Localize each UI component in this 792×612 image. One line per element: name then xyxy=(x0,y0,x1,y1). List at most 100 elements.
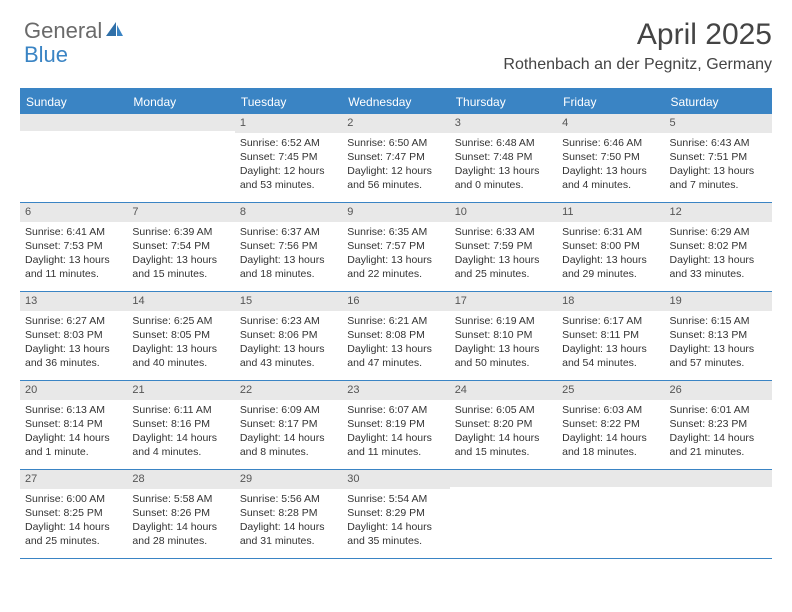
day-number: 5 xyxy=(665,114,772,133)
cell-body: Sunrise: 6:39 AMSunset: 7:54 PMDaylight:… xyxy=(127,222,234,288)
cell-body: Sunrise: 6:05 AMSunset: 8:20 PMDaylight:… xyxy=(450,400,557,466)
day-number: 6 xyxy=(20,203,127,222)
day-header: Monday xyxy=(127,90,234,114)
sunrise-line: Sunrise: 6:09 AM xyxy=(240,403,337,417)
day-number: 10 xyxy=(450,203,557,222)
cell-body: Sunrise: 6:43 AMSunset: 7:51 PMDaylight:… xyxy=(665,133,772,199)
day-number: 1 xyxy=(235,114,342,133)
cell-body: Sunrise: 6:50 AMSunset: 7:47 PMDaylight:… xyxy=(342,133,449,199)
sunset-line: Sunset: 8:28 PM xyxy=(240,506,337,520)
calendar-cell: 2Sunrise: 6:50 AMSunset: 7:47 PMDaylight… xyxy=(342,114,449,202)
calendar-cell: 5Sunrise: 6:43 AMSunset: 7:51 PMDaylight… xyxy=(665,114,772,202)
cell-body: Sunrise: 6:15 AMSunset: 8:13 PMDaylight:… xyxy=(665,311,772,377)
day-number: 14 xyxy=(127,292,234,311)
sunrise-line: Sunrise: 6:01 AM xyxy=(670,403,767,417)
cell-body: Sunrise: 6:52 AMSunset: 7:45 PMDaylight:… xyxy=(235,133,342,199)
sunset-line: Sunset: 7:50 PM xyxy=(562,150,659,164)
day-number: 16 xyxy=(342,292,449,311)
calendar-cell: 13Sunrise: 6:27 AMSunset: 8:03 PMDayligh… xyxy=(20,292,127,380)
sunrise-line: Sunrise: 6:52 AM xyxy=(240,136,337,150)
cell-body: Sunrise: 6:07 AMSunset: 8:19 PMDaylight:… xyxy=(342,400,449,466)
sunset-line: Sunset: 7:54 PM xyxy=(132,239,229,253)
cell-body: Sunrise: 6:46 AMSunset: 7:50 PMDaylight:… xyxy=(557,133,664,199)
day-number: 23 xyxy=(342,381,449,400)
daylight-line: Daylight: 13 hours and 4 minutes. xyxy=(562,164,659,192)
calendar-cell: 30Sunrise: 5:54 AMSunset: 8:29 PMDayligh… xyxy=(342,470,449,558)
sunset-line: Sunset: 8:19 PM xyxy=(347,417,444,431)
daylight-line: Daylight: 14 hours and 18 minutes. xyxy=(562,431,659,459)
logo-part2: Blue xyxy=(24,42,68,68)
sunset-line: Sunset: 8:14 PM xyxy=(25,417,122,431)
sunrise-line: Sunrise: 6:33 AM xyxy=(455,225,552,239)
sunset-line: Sunset: 8:16 PM xyxy=(132,417,229,431)
day-number: 4 xyxy=(557,114,664,133)
calendar-cell: 1Sunrise: 6:52 AMSunset: 7:45 PMDaylight… xyxy=(235,114,342,202)
cell-body: Sunrise: 6:33 AMSunset: 7:59 PMDaylight:… xyxy=(450,222,557,288)
cell-body: Sunrise: 6:23 AMSunset: 8:06 PMDaylight:… xyxy=(235,311,342,377)
cell-body: Sunrise: 6:01 AMSunset: 8:23 PMDaylight:… xyxy=(665,400,772,466)
sunset-line: Sunset: 8:05 PM xyxy=(132,328,229,342)
calendar-cell: 11Sunrise: 6:31 AMSunset: 8:00 PMDayligh… xyxy=(557,203,664,291)
week-row: 6Sunrise: 6:41 AMSunset: 7:53 PMDaylight… xyxy=(20,203,772,292)
daylight-line: Daylight: 14 hours and 28 minutes. xyxy=(132,520,229,548)
calendar-cell: 19Sunrise: 6:15 AMSunset: 8:13 PMDayligh… xyxy=(665,292,772,380)
sunset-line: Sunset: 8:29 PM xyxy=(347,506,444,520)
calendar-cell: 3Sunrise: 6:48 AMSunset: 7:48 PMDaylight… xyxy=(450,114,557,202)
cell-body: Sunrise: 5:58 AMSunset: 8:26 PMDaylight:… xyxy=(127,489,234,555)
sunrise-line: Sunrise: 6:27 AM xyxy=(25,314,122,328)
calendar-cell: 7Sunrise: 6:39 AMSunset: 7:54 PMDaylight… xyxy=(127,203,234,291)
day-number: 12 xyxy=(665,203,772,222)
sunrise-line: Sunrise: 6:41 AM xyxy=(25,225,122,239)
day-number: 8 xyxy=(235,203,342,222)
sunset-line: Sunset: 7:47 PM xyxy=(347,150,444,164)
day-number: 18 xyxy=(557,292,664,311)
calendar-cell: 25Sunrise: 6:03 AMSunset: 8:22 PMDayligh… xyxy=(557,381,664,469)
calendar-cell: 16Sunrise: 6:21 AMSunset: 8:08 PMDayligh… xyxy=(342,292,449,380)
week-row: 20Sunrise: 6:13 AMSunset: 8:14 PMDayligh… xyxy=(20,381,772,470)
week-row: 27Sunrise: 6:00 AMSunset: 8:25 PMDayligh… xyxy=(20,470,772,559)
calendar-cell xyxy=(450,470,557,558)
daylight-line: Daylight: 12 hours and 53 minutes. xyxy=(240,164,337,192)
sunrise-line: Sunrise: 6:46 AM xyxy=(562,136,659,150)
cell-body: Sunrise: 6:13 AMSunset: 8:14 PMDaylight:… xyxy=(20,400,127,466)
cell-body: Sunrise: 6:19 AMSunset: 8:10 PMDaylight:… xyxy=(450,311,557,377)
daylight-line: Daylight: 13 hours and 54 minutes. xyxy=(562,342,659,370)
day-number: 28 xyxy=(127,470,234,489)
day-header: Thursday xyxy=(450,90,557,114)
sunrise-line: Sunrise: 6:05 AM xyxy=(455,403,552,417)
sunset-line: Sunset: 8:10 PM xyxy=(455,328,552,342)
cell-body: Sunrise: 6:37 AMSunset: 7:56 PMDaylight:… xyxy=(235,222,342,288)
sunrise-line: Sunrise: 6:17 AM xyxy=(562,314,659,328)
sunrise-line: Sunrise: 6:19 AM xyxy=(455,314,552,328)
logo-sail-icon xyxy=(104,20,124,38)
day-number: 29 xyxy=(235,470,342,489)
daylight-line: Daylight: 14 hours and 4 minutes. xyxy=(132,431,229,459)
sunset-line: Sunset: 7:59 PM xyxy=(455,239,552,253)
calendar-cell: 4Sunrise: 6:46 AMSunset: 7:50 PMDaylight… xyxy=(557,114,664,202)
cell-body: Sunrise: 6:11 AMSunset: 8:16 PMDaylight:… xyxy=(127,400,234,466)
calendar-cell: 22Sunrise: 6:09 AMSunset: 8:17 PMDayligh… xyxy=(235,381,342,469)
sunset-line: Sunset: 8:06 PM xyxy=(240,328,337,342)
sunrise-line: Sunrise: 6:00 AM xyxy=(25,492,122,506)
cell-body: Sunrise: 6:00 AMSunset: 8:25 PMDaylight:… xyxy=(20,489,127,555)
calendar-cell xyxy=(20,114,127,202)
logo: General xyxy=(24,18,124,44)
daylight-line: Daylight: 13 hours and 29 minutes. xyxy=(562,253,659,281)
day-number: 20 xyxy=(20,381,127,400)
daylight-line: Daylight: 13 hours and 22 minutes. xyxy=(347,253,444,281)
calendar-cell: 12Sunrise: 6:29 AMSunset: 8:02 PMDayligh… xyxy=(665,203,772,291)
sunset-line: Sunset: 7:45 PM xyxy=(240,150,337,164)
cell-body: Sunrise: 6:17 AMSunset: 8:11 PMDaylight:… xyxy=(557,311,664,377)
day-number xyxy=(127,114,234,131)
weeks-container: 1Sunrise: 6:52 AMSunset: 7:45 PMDaylight… xyxy=(20,114,772,559)
day-number: 24 xyxy=(450,381,557,400)
sunset-line: Sunset: 8:08 PM xyxy=(347,328,444,342)
cell-body: Sunrise: 6:25 AMSunset: 8:05 PMDaylight:… xyxy=(127,311,234,377)
calendar-cell xyxy=(127,114,234,202)
day-number: 11 xyxy=(557,203,664,222)
calendar-cell: 26Sunrise: 6:01 AMSunset: 8:23 PMDayligh… xyxy=(665,381,772,469)
calendar: SundayMondayTuesdayWednesdayThursdayFrid… xyxy=(20,88,772,559)
sunrise-line: Sunrise: 5:56 AM xyxy=(240,492,337,506)
calendar-cell: 6Sunrise: 6:41 AMSunset: 7:53 PMDaylight… xyxy=(20,203,127,291)
calendar-cell: 23Sunrise: 6:07 AMSunset: 8:19 PMDayligh… xyxy=(342,381,449,469)
